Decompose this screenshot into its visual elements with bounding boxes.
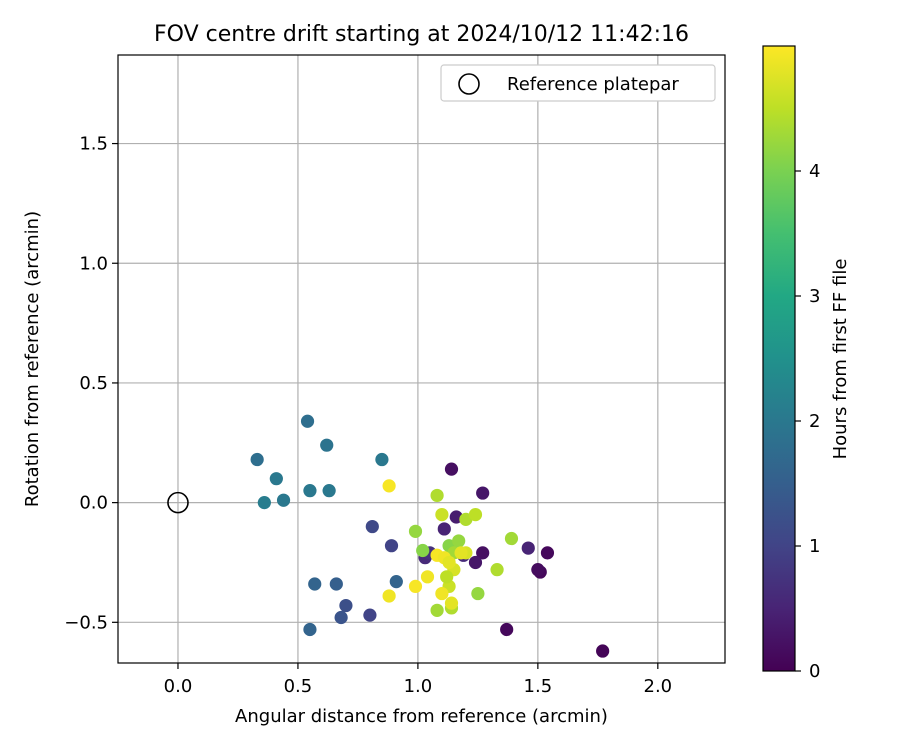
- data-point: [416, 543, 430, 558]
- data-point: [504, 531, 519, 546]
- data-point: [382, 589, 396, 603]
- data-point: [521, 541, 535, 555]
- data-point: [490, 563, 504, 577]
- x-tick-label: 2.0: [644, 676, 673, 697]
- data-point: [322, 484, 336, 498]
- plot-frame: [117, 54, 726, 664]
- y-axis-label: Rotation from reference (arcmin): [22, 211, 43, 507]
- data-point: [334, 610, 348, 625]
- x-axis-ticks: 0.0 0.5 1.0 1.5 2.0: [164, 663, 672, 697]
- data-point: [408, 579, 423, 594]
- grid-lines: [118, 55, 725, 663]
- data-point: [420, 570, 435, 584]
- data-point: [471, 586, 485, 601]
- data-point: [454, 546, 468, 560]
- colorbar-label: Hours from first FF file: [830, 259, 851, 460]
- data-point: [257, 496, 271, 510]
- data-point: [408, 524, 423, 538]
- data-point: [430, 488, 444, 503]
- data-point: [384, 539, 399, 553]
- colorbar-tick-label: 2: [809, 411, 820, 432]
- data-point: [435, 507, 449, 522]
- data-point: [389, 575, 403, 589]
- data-point: [596, 644, 610, 658]
- colorbar-tick-label: 0: [809, 661, 820, 682]
- data-point: [444, 462, 459, 476]
- y-tick-label: 1.5: [79, 134, 108, 155]
- y-tick-label: 1.0: [79, 253, 108, 274]
- data-point: [442, 555, 456, 570]
- data-point: [269, 472, 283, 486]
- data-point: [303, 484, 317, 498]
- x-tick-label: 1.0: [404, 676, 433, 697]
- y-tick-label: 0.5: [79, 373, 108, 394]
- data-point: [365, 519, 379, 534]
- y-tick-label: 0.0: [79, 493, 108, 514]
- colorbar-ticks: 0 1 2 3 4: [795, 161, 820, 682]
- data-point: [444, 596, 459, 610]
- data-point: [300, 414, 315, 428]
- data-point: [440, 570, 454, 584]
- legend-marker-icon: [458, 73, 480, 95]
- data-points: [250, 414, 610, 658]
- data-point: [250, 452, 264, 467]
- data-point: [320, 438, 334, 452]
- data-point: [435, 586, 449, 601]
- colorbar-tick-label: 4: [809, 161, 820, 182]
- data-point: [540, 546, 555, 560]
- data-point: [375, 452, 389, 467]
- colorbar-tick-label: 1: [809, 536, 820, 557]
- data-point: [363, 608, 377, 622]
- x-tick-label: 0.5: [284, 676, 313, 697]
- data-point: [476, 486, 490, 500]
- chart-title: FOV centre drift starting at 2024/10/12 …: [154, 22, 689, 47]
- x-tick-label: 0.0: [164, 676, 193, 697]
- data-point: [339, 598, 353, 613]
- legend-box: [440, 64, 716, 102]
- colorbar: 0 1 2 3 4 Hours from first FF file: [762, 45, 851, 682]
- x-tick-label: 1.5: [524, 676, 553, 697]
- reference-platepar-marker: [167, 491, 189, 514]
- y-tick-label: −0.5: [64, 612, 108, 633]
- data-point: [308, 577, 322, 591]
- data-point: [276, 493, 291, 507]
- colorbar-tick-label: 3: [809, 286, 820, 307]
- x-axis-label: Angular distance from reference (arcmin): [235, 706, 608, 727]
- data-point: [303, 622, 317, 637]
- data-point: [329, 577, 343, 591]
- data-point: [430, 603, 444, 617]
- data-point: [468, 507, 483, 522]
- data-point: [500, 622, 514, 637]
- data-point: [476, 546, 490, 560]
- y-axis-ticks: −0.5 0.0 0.5 1.0 1.5: [64, 134, 118, 633]
- data-point: [437, 522, 451, 536]
- data-point: [468, 555, 483, 570]
- data-point: [452, 534, 466, 548]
- legend: Reference platepar: [440, 64, 716, 102]
- data-point: [382, 479, 396, 493]
- colorbar-gradient: [762, 45, 796, 672]
- data-point: [531, 563, 545, 577]
- legend-label: Reference platepar: [507, 74, 679, 95]
